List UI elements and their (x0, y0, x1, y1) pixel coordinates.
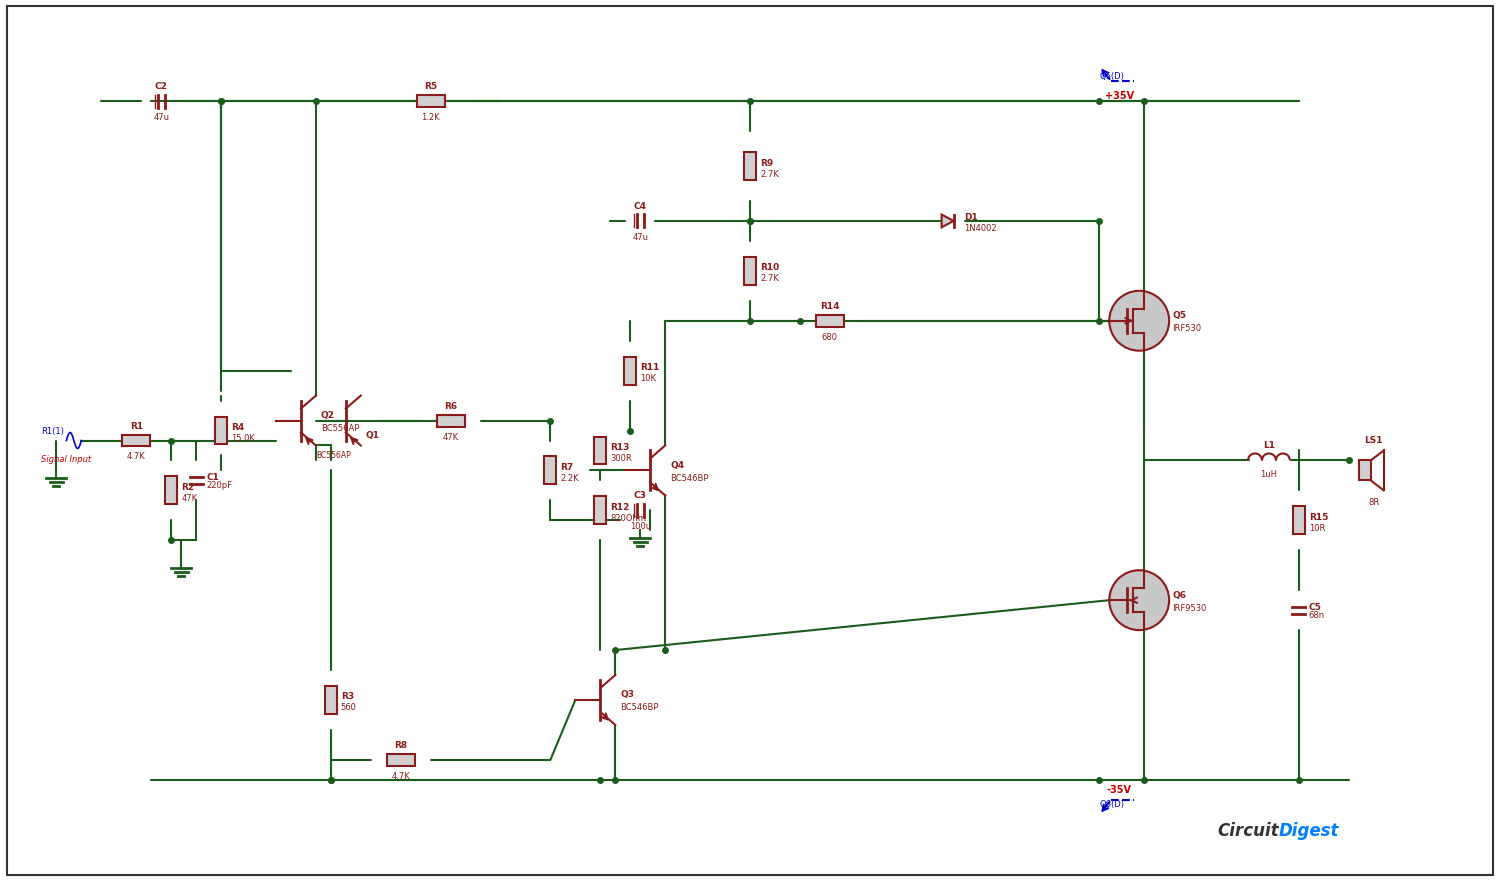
Text: Q2: Q2 (321, 411, 334, 420)
Text: R12: R12 (610, 503, 630, 512)
Bar (387, 754, 414, 766)
Text: 8R: 8R (1368, 499, 1380, 507)
Text: 4.7K: 4.7K (128, 453, 146, 462)
Text: D1: D1 (964, 213, 978, 222)
Text: IRF9530: IRF9530 (1172, 603, 1206, 612)
Text: R3: R3 (340, 692, 354, 701)
Text: 1.2K: 1.2K (422, 113, 440, 122)
Text: 220pF: 220pF (206, 481, 232, 490)
Text: 47K: 47K (442, 433, 459, 441)
Text: L1: L1 (1263, 441, 1275, 450)
Text: Q4: Q4 (670, 461, 684, 470)
Text: 2.2K: 2.2K (561, 474, 579, 483)
Circle shape (1110, 570, 1168, 630)
Text: 47u: 47u (153, 113, 170, 122)
Text: 10R: 10R (1310, 524, 1324, 533)
Bar (1359, 461, 1371, 480)
Text: 15.0K: 15.0K (231, 434, 255, 443)
Bar (417, 95, 444, 107)
Text: R2: R2 (182, 483, 195, 492)
Text: 820Ohm: 820Ohm (610, 514, 646, 522)
Text: 47u: 47u (632, 233, 648, 242)
Bar (165, 477, 177, 504)
Bar (436, 415, 465, 426)
Text: 560: 560 (340, 703, 357, 713)
Text: Q1: Q1 (366, 431, 380, 440)
Text: R15: R15 (1310, 513, 1328, 522)
Text: Digest: Digest (1280, 822, 1340, 840)
Text: +35V: +35V (1104, 92, 1134, 101)
Circle shape (1110, 291, 1168, 351)
Text: C2: C2 (154, 82, 168, 92)
Text: R8: R8 (394, 741, 408, 750)
Bar (816, 315, 844, 327)
Text: 10K: 10K (640, 374, 656, 383)
Bar (594, 496, 606, 524)
Text: BC556AP: BC556AP (321, 424, 358, 433)
Text: R5: R5 (424, 82, 436, 92)
Text: R9: R9 (760, 159, 772, 167)
Text: 47K: 47K (182, 494, 198, 503)
Text: Signal Input: Signal Input (42, 455, 92, 464)
Text: 680: 680 (822, 333, 839, 342)
Text: 1N4002: 1N4002 (964, 225, 998, 233)
Text: 300R: 300R (610, 454, 632, 463)
Text: R13: R13 (610, 443, 630, 452)
Text: R11: R11 (640, 363, 660, 372)
Text: Q3: Q3 (621, 691, 634, 700)
Bar (744, 257, 756, 285)
Text: Circuit: Circuit (1216, 822, 1280, 840)
Text: Q5: Q5 (1172, 311, 1186, 321)
Text: R14: R14 (821, 302, 840, 311)
Text: C1: C1 (206, 473, 219, 482)
Text: 1uH: 1uH (1260, 470, 1278, 479)
Text: Q5(D): Q5(D) (1100, 72, 1124, 81)
Text: 2.7K: 2.7K (760, 169, 778, 179)
Bar (326, 686, 338, 714)
Text: R7: R7 (561, 463, 573, 472)
Text: C5: C5 (1310, 603, 1322, 611)
Text: Q6: Q6 (1172, 590, 1186, 600)
Bar (624, 357, 636, 385)
Text: -35V: -35V (1107, 785, 1132, 795)
Polygon shape (942, 215, 954, 227)
Text: C3: C3 (634, 492, 646, 500)
Text: IRF530: IRF530 (1172, 324, 1202, 333)
Bar (744, 152, 756, 180)
Text: R6: R6 (444, 402, 458, 411)
Text: BC546BP: BC546BP (621, 703, 658, 713)
Text: 4.7K: 4.7K (392, 772, 410, 781)
Bar (214, 417, 226, 445)
Text: BC546BP: BC546BP (670, 474, 708, 483)
Bar (123, 434, 150, 447)
Bar (1293, 507, 1305, 534)
Text: R1: R1 (129, 421, 142, 431)
Text: C4: C4 (633, 202, 646, 211)
Bar (594, 436, 606, 464)
Text: R4: R4 (231, 423, 244, 432)
Text: R10: R10 (760, 263, 778, 272)
Text: LS1: LS1 (1365, 436, 1383, 446)
Bar (544, 456, 556, 485)
Text: R1(1): R1(1) (42, 426, 64, 435)
Text: 68n: 68n (1310, 611, 1324, 619)
Text: 2.7K: 2.7K (760, 274, 778, 284)
Text: Q6(D): Q6(D) (1100, 800, 1125, 809)
Text: 100u: 100u (630, 522, 651, 531)
Text: BC556AP: BC556AP (316, 451, 351, 460)
